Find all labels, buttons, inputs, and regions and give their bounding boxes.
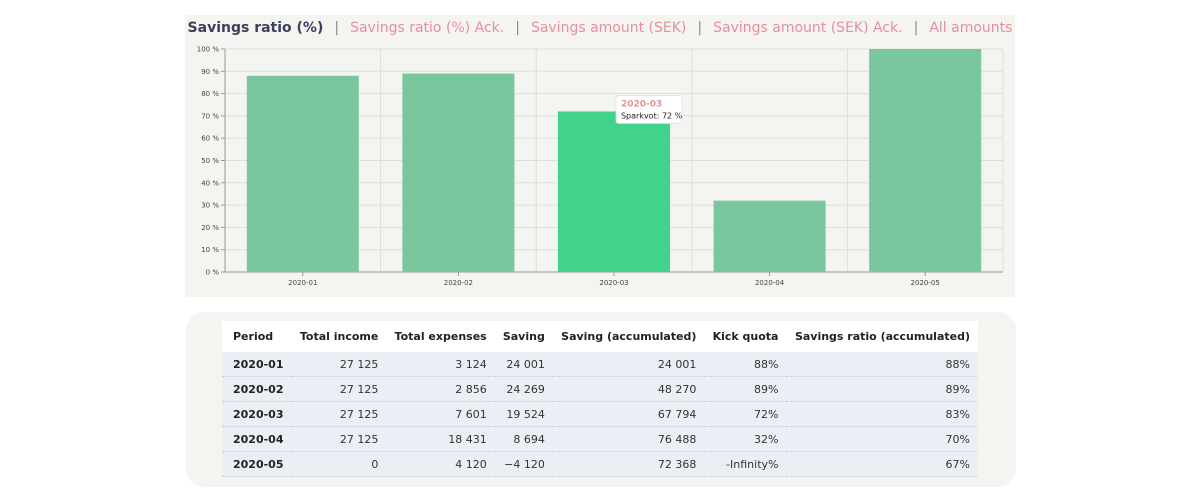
table-cell: 24 269 bbox=[494, 376, 553, 402]
table-cell: 24 001 bbox=[552, 352, 705, 377]
tab-savings-ratio[interactable]: Savings ratio (%) bbox=[187, 20, 324, 36]
table-cell: 27 125 bbox=[291, 426, 387, 452]
y-tick-label: 40 % bbox=[201, 179, 219, 187]
table-cell: 27 125 bbox=[291, 376, 387, 402]
savings-ratio-bar-chart: 0 % 10 % 20 % 30 % 40 % 50 % 60 % 70 % 80 % 90 % 1… bbox=[197, 46, 1004, 287]
table-row: 2020-04 27 125 18 431 8 694 76 488 32% 70% bbox=[222, 426, 978, 452]
tab-all-amounts[interactable]: All amounts bbox=[929, 20, 1013, 36]
table-cell: 0 bbox=[291, 451, 387, 477]
table-cell: 2020-01 bbox=[222, 352, 292, 377]
tab-savings-amount[interactable]: Savings amount (SEK) bbox=[530, 20, 687, 36]
y-tick-label: 60 % bbox=[201, 135, 219, 143]
y-tick-label: 50 % bbox=[201, 157, 219, 165]
x-tick-label: 2020-04 bbox=[755, 279, 785, 287]
table-cell: 2020-02 bbox=[222, 376, 292, 402]
column-header: Savings ratio (accumulated) bbox=[786, 321, 978, 352]
table-cell: 2 856 bbox=[386, 376, 495, 402]
column-header: Total expenses bbox=[386, 321, 495, 352]
y-tick-label: 0 % bbox=[206, 269, 220, 277]
table-cell: 70% bbox=[786, 426, 978, 452]
table-cell: 24 001 bbox=[494, 352, 553, 377]
table-cell: 18 431 bbox=[386, 426, 495, 452]
tooltip-text: Sparkvot: 72 % bbox=[621, 111, 683, 120]
bar-2020-01 bbox=[246, 75, 359, 272]
table-cell: 8 694 bbox=[494, 426, 553, 452]
y-tick-label: 90 % bbox=[201, 68, 219, 76]
table-row: 2020-05 0 4 120 −4 120 72 368 -Infinity% 67% bbox=[222, 451, 978, 477]
table-header-row: Period Total income Total expenses Saving Sa… bbox=[222, 321, 978, 352]
column-header: Total income bbox=[291, 321, 387, 352]
table-cell: 4 120 bbox=[386, 451, 495, 477]
column-header: Saving (accumulated) bbox=[552, 321, 705, 352]
table-cell: 27 125 bbox=[291, 401, 387, 427]
y-tick-label: 10 % bbox=[201, 246, 219, 254]
tab-separator: | bbox=[913, 20, 919, 36]
tooltip-box bbox=[615, 95, 683, 124]
table-cell: 72% bbox=[704, 401, 787, 427]
summary-table-panel: Period Total income Total expenses Saving Sa… bbox=[186, 312, 1016, 487]
table-cell: 7 601 bbox=[386, 401, 495, 427]
tab-savings-ratio-ack[interactable]: Savings ratio (%) Ack. bbox=[350, 20, 505, 36]
table-cell: 27 125 bbox=[291, 352, 387, 377]
table-cell: 76 488 bbox=[552, 426, 705, 452]
table-row: 2020-03 27 125 7 601 19 524 67 794 72% 83% bbox=[222, 401, 978, 427]
table-cell: 2020-05 bbox=[222, 451, 292, 477]
bar-2020-04 bbox=[713, 200, 826, 272]
y-tick-label: 100 % bbox=[197, 46, 220, 54]
tooltip-title: 2020-03 bbox=[621, 99, 662, 109]
chart-panel: Savings ratio (%) | Savings ratio (%) Ack.… bbox=[185, 15, 1015, 297]
table-cell: 67% bbox=[786, 451, 978, 477]
table-cell: 72 368 bbox=[552, 451, 705, 477]
x-tick-label: 2020-05 bbox=[911, 279, 940, 287]
bar-2020-03 bbox=[557, 111, 671, 272]
table-cell: 2020-04 bbox=[222, 426, 292, 452]
table-cell: 67 794 bbox=[552, 401, 705, 427]
table-cell: 89% bbox=[704, 376, 787, 402]
tab-separator: | bbox=[515, 20, 520, 36]
table-cell: 32% bbox=[704, 426, 787, 452]
table-cell: 88% bbox=[704, 352, 787, 377]
column-header: Saving bbox=[494, 321, 553, 352]
column-header: Period bbox=[222, 321, 292, 352]
y-tick-label: 80 % bbox=[201, 90, 219, 98]
y-tick-label: 30 % bbox=[201, 202, 219, 210]
table-cell: 83% bbox=[786, 401, 978, 427]
table-cell: −4 120 bbox=[494, 451, 553, 477]
x-tick-label: 2020-03 bbox=[599, 279, 628, 287]
table-cell: 2020-03 bbox=[222, 401, 292, 427]
tab-separator: | bbox=[697, 20, 703, 36]
x-tick-label: 2020-01 bbox=[288, 279, 317, 287]
table-cell: 88% bbox=[786, 352, 978, 377]
table-cell: 89% bbox=[786, 376, 978, 402]
chart-tabs: Savings ratio (%) | Savings ratio (%) Ack.… bbox=[185, 20, 1015, 42]
column-header: Kick quota bbox=[704, 321, 787, 352]
table-row: 2020-02 27 125 2 856 24 269 48 270 89% 89% bbox=[222, 376, 978, 402]
table-cell: 19 524 bbox=[494, 401, 553, 427]
summary-table: Period Total income Total expenses Saving Sa… bbox=[222, 321, 978, 477]
table-cell: 48 270 bbox=[552, 376, 705, 402]
table-cell: -Infinity% bbox=[704, 451, 787, 477]
x-tick-label: 2020-02 bbox=[444, 279, 473, 287]
table-cell: 3 124 bbox=[386, 352, 495, 377]
bar-2020-02 bbox=[402, 73, 515, 272]
tab-savings-amount-ack[interactable]: Savings amount (SEK) Ack. bbox=[713, 20, 903, 36]
y-tick-label: 70 % bbox=[201, 112, 219, 120]
table-row: 2020-01 27 125 3 124 24 001 24 001 88% 88% bbox=[222, 352, 978, 377]
bar-2020-05 bbox=[869, 49, 982, 272]
tab-separator: | bbox=[334, 20, 340, 36]
y-tick-label: 20 % bbox=[201, 224, 219, 232]
